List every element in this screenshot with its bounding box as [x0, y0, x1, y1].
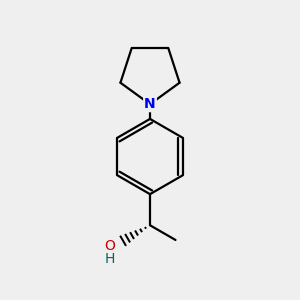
- Text: O: O: [105, 239, 116, 253]
- Text: N: N: [144, 97, 156, 111]
- Text: H: H: [105, 252, 115, 266]
